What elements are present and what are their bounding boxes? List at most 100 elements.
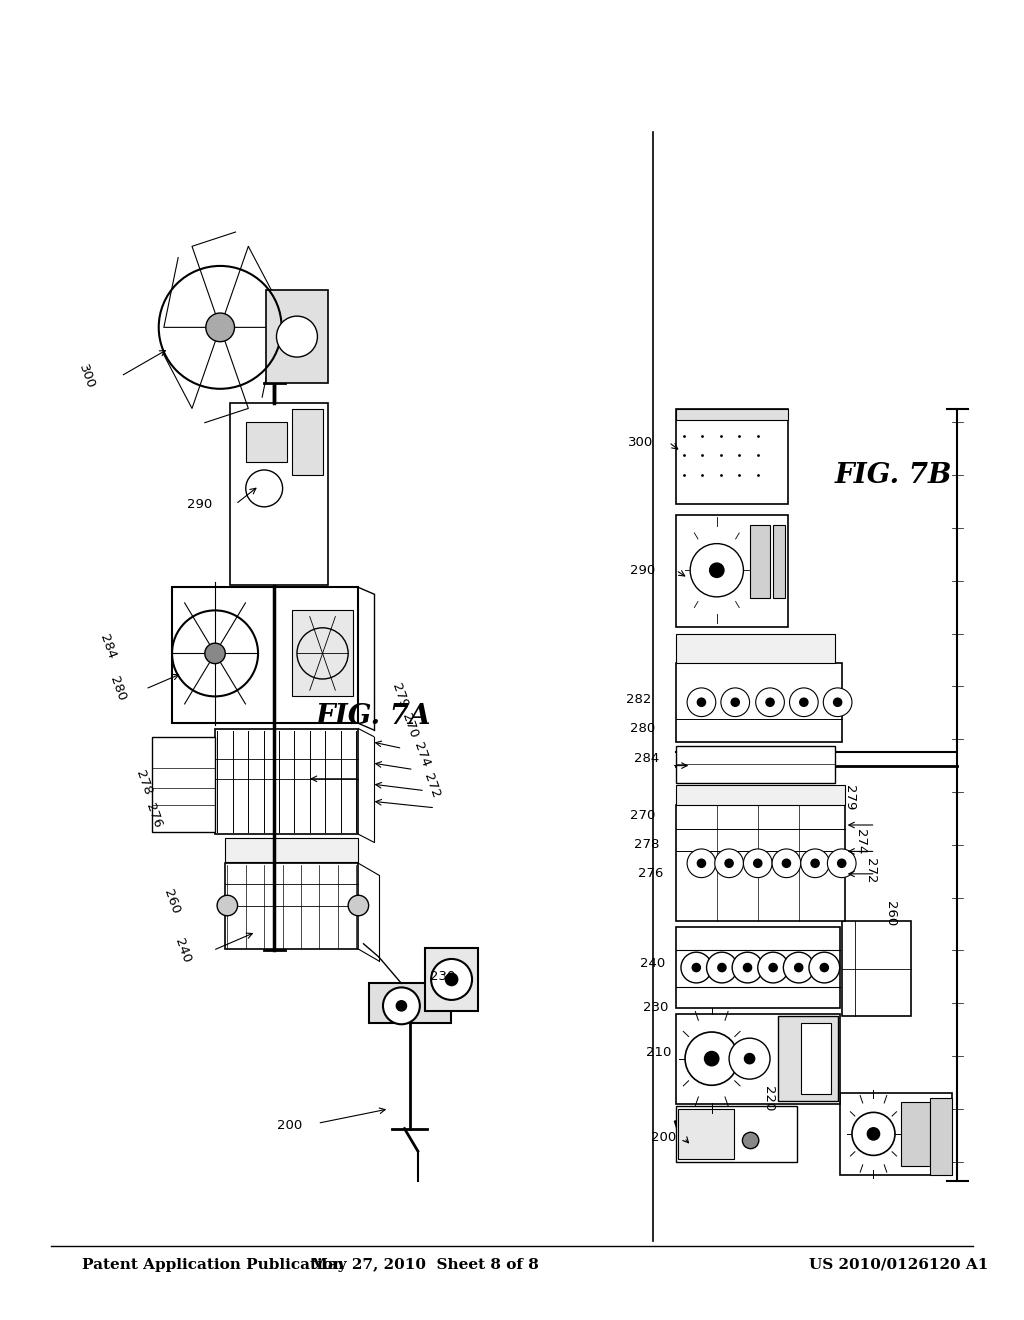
- Bar: [225, 838, 358, 862]
- Bar: [225, 863, 358, 949]
- Text: FIG. 7B: FIG. 7B: [835, 462, 951, 488]
- Bar: [750, 525, 770, 598]
- Text: FIG. 7A: FIG. 7A: [316, 704, 431, 730]
- Text: 270: 270: [399, 711, 420, 741]
- Bar: [172, 587, 358, 723]
- Text: 220: 220: [762, 1085, 774, 1111]
- Circle shape: [697, 698, 706, 706]
- Circle shape: [383, 987, 420, 1024]
- Text: 300: 300: [628, 436, 653, 449]
- Text: US 2010/0126120 A1: US 2010/0126120 A1: [809, 1258, 988, 1271]
- Circle shape: [348, 895, 369, 916]
- Circle shape: [687, 849, 716, 878]
- Circle shape: [217, 895, 238, 916]
- Text: 200: 200: [278, 1119, 302, 1133]
- Bar: [901, 1102, 930, 1166]
- Bar: [246, 422, 287, 462]
- Circle shape: [801, 849, 829, 878]
- Text: 284: 284: [634, 752, 659, 766]
- Bar: [215, 729, 358, 834]
- Circle shape: [692, 964, 700, 972]
- Circle shape: [756, 688, 784, 717]
- Bar: [801, 1023, 831, 1094]
- Circle shape: [715, 849, 743, 878]
- Circle shape: [729, 1038, 770, 1080]
- Circle shape: [276, 315, 317, 358]
- Circle shape: [783, 952, 814, 983]
- Text: 276: 276: [638, 867, 664, 880]
- Bar: [152, 737, 215, 832]
- Bar: [930, 1098, 952, 1175]
- Circle shape: [754, 859, 762, 867]
- Bar: [678, 1109, 734, 1159]
- Bar: [773, 525, 785, 598]
- Circle shape: [790, 688, 818, 717]
- Bar: [676, 1106, 797, 1162]
- Text: 274: 274: [854, 829, 866, 855]
- Circle shape: [681, 952, 712, 983]
- Circle shape: [707, 952, 737, 983]
- Text: 260: 260: [162, 887, 182, 916]
- Bar: [266, 290, 328, 383]
- Bar: [676, 663, 842, 742]
- Text: 230: 230: [430, 970, 455, 983]
- Bar: [676, 1014, 840, 1104]
- Circle shape: [800, 698, 808, 706]
- Circle shape: [690, 544, 743, 597]
- Circle shape: [742, 1133, 759, 1148]
- Circle shape: [718, 964, 726, 972]
- Circle shape: [743, 964, 752, 972]
- Circle shape: [396, 1001, 407, 1011]
- Bar: [676, 409, 788, 420]
- Circle shape: [772, 849, 801, 878]
- Text: 240: 240: [640, 957, 666, 970]
- Circle shape: [834, 698, 842, 706]
- Bar: [369, 983, 451, 1023]
- Text: May 27, 2010  Sheet 8 of 8: May 27, 2010 Sheet 8 of 8: [311, 1258, 539, 1271]
- Text: 300: 300: [77, 362, 97, 391]
- Circle shape: [758, 952, 788, 983]
- Text: 278: 278: [634, 838, 659, 851]
- Circle shape: [705, 1052, 719, 1065]
- Text: 240: 240: [172, 936, 193, 965]
- Circle shape: [721, 688, 750, 717]
- Circle shape: [838, 859, 846, 867]
- Text: 276: 276: [143, 801, 164, 830]
- Text: 282: 282: [626, 693, 651, 706]
- Circle shape: [823, 688, 852, 717]
- Text: 200: 200: [650, 1131, 676, 1144]
- Circle shape: [811, 859, 819, 867]
- Text: 279: 279: [389, 681, 410, 710]
- Text: 284: 284: [97, 632, 118, 661]
- Text: 270: 270: [630, 809, 655, 822]
- Bar: [425, 948, 478, 1011]
- Bar: [842, 921, 911, 1016]
- Circle shape: [809, 952, 840, 983]
- Bar: [840, 1093, 952, 1175]
- Circle shape: [769, 964, 777, 972]
- Bar: [676, 515, 788, 627]
- Bar: [676, 785, 845, 805]
- Text: 278: 278: [133, 768, 154, 797]
- Text: 280: 280: [630, 722, 655, 735]
- Text: 274: 274: [412, 741, 432, 770]
- Circle shape: [867, 1127, 880, 1140]
- Bar: [676, 746, 835, 783]
- Text: 290: 290: [630, 564, 655, 577]
- Circle shape: [687, 688, 716, 717]
- Circle shape: [445, 973, 458, 986]
- Bar: [676, 805, 845, 921]
- Text: 260: 260: [885, 900, 897, 927]
- Text: 290: 290: [187, 498, 212, 511]
- Circle shape: [205, 643, 225, 664]
- Circle shape: [685, 1032, 738, 1085]
- Circle shape: [431, 958, 472, 1001]
- Circle shape: [852, 1113, 895, 1155]
- Text: 272: 272: [422, 771, 442, 800]
- Bar: [230, 403, 328, 585]
- Bar: [676, 634, 835, 663]
- Circle shape: [697, 859, 706, 867]
- Circle shape: [725, 859, 733, 867]
- Text: 280: 280: [108, 675, 128, 704]
- Text: 210: 210: [646, 1045, 672, 1059]
